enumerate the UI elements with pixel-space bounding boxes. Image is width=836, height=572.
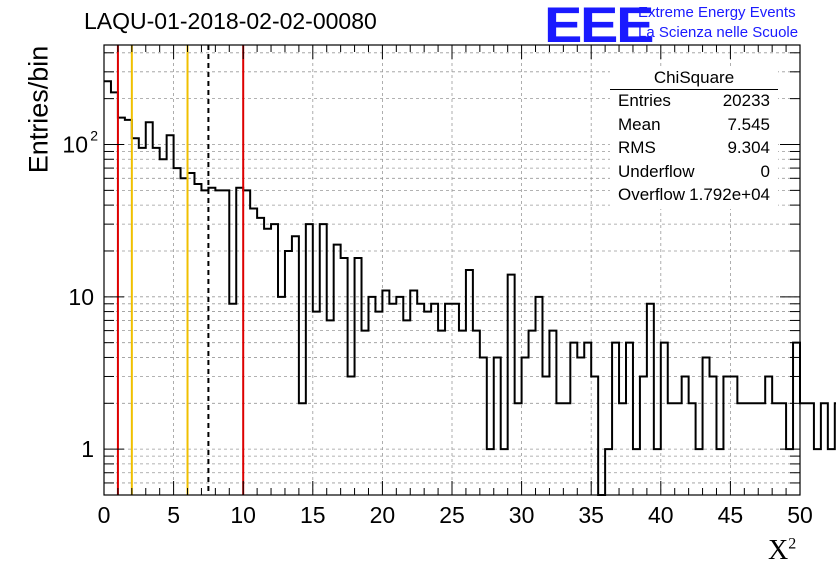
axis-ticks [103,45,801,496]
y-tick-label: 10 [62,131,88,157]
stats-box: ChiSquare Entries 20233 Mean 7.545 RMS 9… [610,68,778,209]
x-tick-label: 40 [648,502,674,528]
histogram-series [104,80,836,496]
x-tick-label: 35 [578,502,604,528]
grid [104,45,800,496]
x-tick-label: 15 [300,502,326,528]
stat-label: Entries [618,91,671,110]
x-tick-label: 10 [230,502,256,528]
vertical-cut-lines [116,45,245,495]
x-tick-label: 45 [718,502,744,528]
x-tick-label: 5 [167,502,180,528]
stat-row-overflow: Overflow 1.792e+04 [610,185,778,209]
stat-label: Underflow [618,161,695,181]
stat-row-mean: Mean 7.545 [610,115,778,139]
x-axis-label-superscript: 2 [788,535,797,553]
y-tick-label: 10 [68,284,94,310]
histogram-line [104,80,836,496]
stat-value: 0 [760,161,770,181]
stat-value: 20233 [722,91,770,110]
stat-label: Overflow [618,185,686,204]
x-tick-label: 0 [98,502,111,528]
x-tick-label: 20 [370,502,396,528]
stat-value: 9.304 [727,138,770,157]
stat-value: 1.792e+04 [689,185,770,204]
eee-logo-line2: La Scienza nelle Scuole [638,24,799,41]
chart-title: LAQU-01-2018-02-02-00080 [84,8,377,34]
stat-value: 7.545 [727,114,770,134]
stat-label: Mean [618,114,661,134]
y-axis-label: Entries/bin [23,45,54,174]
stat-label: RMS [618,138,656,157]
x-tick-label: 30 [509,502,535,528]
eee-logo: EEE [544,0,654,53]
y-tick-label-exponent: 2 [90,127,98,143]
x-tick-label: 50 [787,502,813,528]
x-tick-label: 25 [439,502,465,528]
y-tick-label: 1 [81,436,94,462]
stat-row-rms: RMS 9.304 [610,138,778,162]
stats-box-title: ChiSquare [610,68,778,90]
stat-row-underflow: Underflow 0 [610,162,778,186]
stat-row-entries: Entries 20233 [610,91,778,115]
x-axis-label: X2 [768,535,796,567]
x-axis-label-base: X [768,535,789,566]
eee-logo-line1: Extreme Energy Events [638,4,796,21]
